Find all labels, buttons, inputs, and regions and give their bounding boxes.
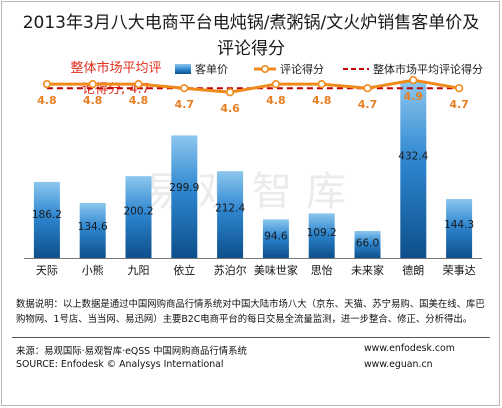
score-point-5 <box>271 80 281 89</box>
x-tick-label-9: 荣事达 <box>443 264 476 277</box>
legend-bar: 客单价 <box>175 62 228 76</box>
legend-average-label: 整体市场平均评论得分 <box>373 63 483 76</box>
score-label-3: 4.7 <box>175 98 195 111</box>
score-point-4 <box>226 88 235 97</box>
bar-value-label-0: 186.2 <box>32 209 62 221</box>
bar-4 <box>217 171 244 258</box>
footer-divider <box>12 337 490 338</box>
x-tick-label-3: 依立 <box>173 263 195 277</box>
score-label-6: 4.8 <box>312 94 332 107</box>
score-line <box>46 78 460 94</box>
bar-value-label-5: 94.6 <box>264 231 288 243</box>
score-point-9 <box>455 84 464 93</box>
chart-title-line-1: 2013年3月八大电商平台电炖锅/煮粥锅/文火炉销售客单价及 <box>22 13 480 33</box>
x-tick-label-7: 未来家 <box>351 263 384 277</box>
bar-5 <box>262 219 289 258</box>
score-label-0: 4.8 <box>37 94 57 107</box>
source-en: SOURCE: Enfodesk © Analysys Internationa… <box>16 359 224 370</box>
bar-value-label-7: 66.0 <box>356 237 379 249</box>
x-tick-label-4: 苏泊尔 <box>214 264 247 277</box>
bar-3 <box>171 135 198 258</box>
x-tick-label-1: 小熊 <box>82 263 104 277</box>
legend-bar-label: 客单价 <box>195 63 228 76</box>
bar-0 <box>33 181 60 258</box>
bar-value-label-6: 109.2 <box>307 227 337 239</box>
legend-line: 评论得分 <box>254 62 324 76</box>
x-tick-label-5: 美味世家 <box>254 263 298 277</box>
legend-average-swatch <box>343 68 369 70</box>
x-tick-label-2: 九阳 <box>128 264 150 277</box>
score-point-1 <box>88 80 97 89</box>
legend-line-label: 评论得分 <box>280 63 324 76</box>
bar-value-label-1: 134.6 <box>78 221 108 233</box>
bar-2 <box>125 176 152 258</box>
bar-value-label-2: 200.2 <box>123 206 153 218</box>
x-tick-label-6: 思怡 <box>311 263 333 277</box>
legend-line-swatch <box>254 64 276 74</box>
bar-value-label-3: 299.9 <box>169 182 199 194</box>
bar-value-label-4: 212.4 <box>215 203 245 215</box>
score-label-5: 4.8 <box>266 94 286 107</box>
x-tick-label-0: 天际 <box>36 264 58 277</box>
chart-title-line-2: 评论得分 <box>217 39 285 59</box>
score-point-3 <box>180 84 189 93</box>
source-cn: 来源：易观国际·易观智库·eQSS 中国网购商品行情系统 <box>16 346 247 357</box>
bar-7 <box>354 231 381 258</box>
legend-average: 整体市场平均评论得分 <box>343 62 483 76</box>
market-average-annotation-line-2: 论得分, 4.7 <box>82 82 150 97</box>
score-label-9: 4.7 <box>449 98 469 111</box>
score-point-7 <box>363 84 372 93</box>
score-point-6 <box>317 80 326 89</box>
score-label-8: 4.9 <box>404 90 424 103</box>
score-label-2: 4.8 <box>129 94 149 107</box>
market-average-annotation: 整体市场平均评 论得分, 4.7 <box>60 58 172 100</box>
x-tick-label-8: 德朗 <box>402 263 424 277</box>
score-label-1: 4.8 <box>83 94 103 107</box>
bar-6 <box>308 213 335 258</box>
score-point-2 <box>134 80 143 89</box>
data-notes: 数据说明：以上数据是通过中国网购商品行情系统对中国大陆市场八大（京东、天猫、苏宁… <box>16 299 485 325</box>
bar-value-label-8: 432.4 <box>398 151 428 163</box>
url-eguan: www.eguan.cn <box>364 359 433 370</box>
url-enfodesk: www.enfodesk.com <box>364 343 455 354</box>
bar-value-label-9: 144.3 <box>444 219 474 231</box>
score-point-8 <box>409 76 418 85</box>
score-label-7: 4.7 <box>358 98 378 111</box>
score-point-0 <box>42 80 52 89</box>
bar-9 <box>446 199 473 258</box>
legend-bar-swatch <box>175 64 191 74</box>
score-label-4: 4.6 <box>220 102 240 115</box>
market-average-annotation-line-1: 整体市场平均评 <box>70 61 162 76</box>
bar-1 <box>79 202 106 258</box>
bar-8 <box>400 81 427 258</box>
